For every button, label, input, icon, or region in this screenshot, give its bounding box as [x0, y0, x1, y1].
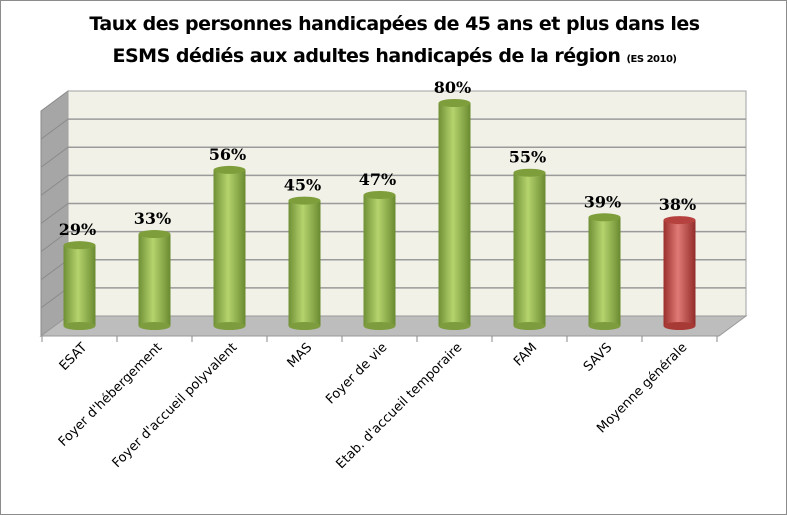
data-label: 38%: [659, 195, 696, 214]
category-label: ESAT: [57, 340, 91, 374]
bar-cap: [513, 168, 546, 177]
data-label: 56%: [209, 145, 246, 164]
bar-base: [63, 322, 96, 330]
chart-title-line2: ESMS dédiés aux adultes handicapés de la…: [1, 45, 786, 67]
bar-body: [513, 172, 546, 326]
bar-body: [213, 169, 246, 326]
bar-body: [363, 194, 396, 326]
bar-cap: [138, 230, 171, 239]
bar-body: [138, 234, 171, 326]
bar-base: [288, 322, 321, 330]
chart-title-line1: Taux des personnes handicapées de 45 ans…: [89, 13, 700, 35]
side-gridline: [40, 146, 69, 168]
side-gridline: [40, 118, 69, 140]
bar-body: [438, 103, 471, 326]
bar-base: [363, 322, 396, 330]
bar-cap: [363, 190, 396, 199]
bar: [513, 168, 546, 330]
bar-body: [663, 220, 696, 326]
bar-cap: [588, 213, 621, 222]
chart-title-line2-text: ESMS dédiés aux adultes handicapés de la…: [112, 45, 621, 67]
bar-cap: [63, 241, 96, 250]
category-label: Foyer d'accueil polyvalent: [110, 340, 241, 471]
bar-base: [138, 322, 171, 330]
data-label: 47%: [359, 170, 396, 189]
bar: [288, 196, 321, 330]
bar-body: [588, 217, 621, 326]
category-label: FAM: [511, 340, 540, 369]
bar-base: [438, 322, 471, 330]
bar-body: [63, 245, 96, 326]
bar-base: [513, 322, 546, 330]
bar-base: [588, 322, 621, 330]
bar: [63, 241, 96, 330]
data-label: 45%: [284, 176, 321, 195]
category-label: MAS: [285, 340, 316, 371]
bar: [588, 213, 621, 330]
data-label: 80%: [434, 78, 471, 97]
side-gridline: [40, 231, 69, 253]
bar: [363, 190, 396, 330]
bar: [138, 230, 171, 330]
data-label: 29%: [59, 220, 96, 239]
data-label: 55%: [509, 148, 546, 167]
bar: [438, 99, 471, 330]
side-gridline: [40, 203, 69, 224]
data-label: 39%: [584, 192, 621, 211]
bar-cap: [663, 216, 696, 225]
category-label: Etab. d'accueil temporaire: [334, 340, 466, 472]
category-label: Foyer de vie: [323, 340, 390, 407]
data-label: 33%: [134, 209, 171, 228]
side-gridline: [40, 174, 69, 196]
bar-body: [288, 200, 321, 326]
bar: [663, 216, 696, 330]
bar-cap: [288, 196, 321, 205]
bar: [213, 165, 246, 330]
bar-base: [213, 322, 246, 330]
chart-title-note: (ES 2010): [626, 54, 677, 65]
bar-cap: [213, 165, 246, 174]
bar-cap: [438, 99, 471, 107]
category-label: SAVS: [581, 340, 615, 374]
bar-base: [663, 322, 696, 330]
